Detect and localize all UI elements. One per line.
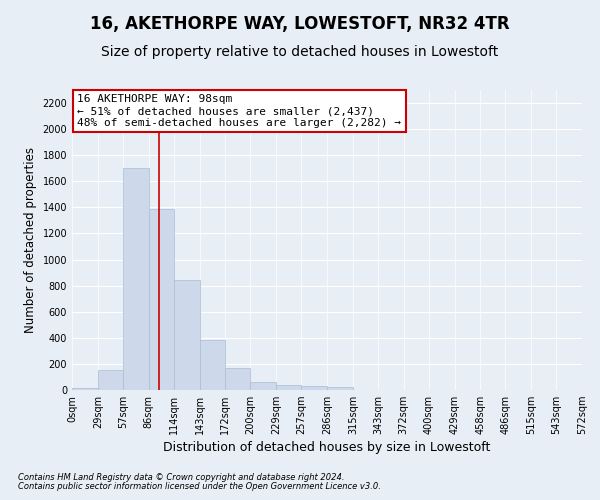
Text: Size of property relative to detached houses in Lowestoft: Size of property relative to detached ho…	[101, 45, 499, 59]
Bar	[301, 386, 327, 390]
X-axis label: Distribution of detached houses by size in Lowestoft: Distribution of detached houses by size …	[163, 442, 491, 454]
Bar	[98, 370, 123, 390]
Y-axis label: Number of detached properties: Number of detached properties	[24, 147, 37, 333]
Bar	[226, 368, 250, 390]
Text: 16 AKETHORPE WAY: 98sqm
← 51% of detached houses are smaller (2,437)
48% of semi: 16 AKETHORPE WAY: 98sqm ← 51% of detache…	[77, 94, 401, 128]
Bar	[250, 382, 276, 390]
Text: 16, AKETHORPE WAY, LOWESTOFT, NR32 4TR: 16, AKETHORPE WAY, LOWESTOFT, NR32 4TR	[90, 15, 510, 33]
Text: Contains HM Land Registry data © Crown copyright and database right 2024.: Contains HM Land Registry data © Crown c…	[18, 474, 344, 482]
Bar	[149, 208, 173, 390]
Bar	[173, 280, 199, 390]
Bar	[199, 340, 226, 390]
Bar	[123, 168, 149, 390]
Bar	[276, 386, 301, 390]
Text: Contains public sector information licensed under the Open Government Licence v3: Contains public sector information licen…	[18, 482, 381, 491]
Bar	[72, 388, 98, 390]
Bar	[327, 386, 353, 390]
